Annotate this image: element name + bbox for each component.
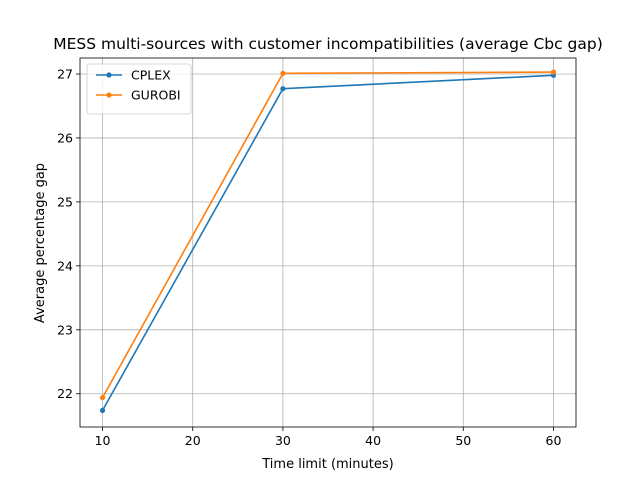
y-axis-ticks: 22 23 24 25 26 27 — [57, 66, 80, 401]
y-axis-title: Average percentage gap — [33, 163, 48, 323]
legend-label-gurobi: GUROBI — [131, 88, 181, 103]
series-line-cplex — [101, 74, 554, 411]
x-tick-label: 20 — [185, 433, 201, 448]
x-tick-label: 10 — [95, 433, 111, 448]
x-tick-label: 30 — [275, 433, 291, 448]
legend-marker-cplex — [106, 72, 112, 78]
x-axis-title: Time limit (minutes) — [261, 457, 393, 472]
y-tick-label: 23 — [57, 322, 73, 337]
legend-marker-gurobi — [106, 92, 112, 98]
legend-box — [86, 63, 192, 115]
plot-frame — [79, 57, 577, 428]
x-axis-ticks: 10 20 30 40 50 60 — [95, 427, 562, 448]
y-tick-label: 27 — [57, 66, 73, 81]
data-point-gurobi — [550, 69, 557, 75]
y-tick-label: 26 — [57, 130, 73, 145]
y-tick-label: 25 — [57, 194, 73, 209]
data-point-gurobi — [99, 394, 106, 401]
series-lines — [99, 69, 557, 413]
data-point-cplex — [280, 86, 286, 92]
data-point-gurobi — [280, 70, 286, 76]
x-tick-label: 50 — [455, 433, 471, 448]
x-tick-label: 60 — [546, 433, 562, 448]
data-point-cplex — [99, 407, 106, 413]
y-tick-label: 22 — [57, 386, 73, 401]
chart-title: MESS multi-sources with customer incompa… — [53, 35, 603, 53]
legend: CPLEX GUROBI — [86, 63, 192, 115]
y-tick-label: 24 — [57, 258, 73, 273]
series-line-gurobi — [101, 71, 554, 398]
legend-label-cplex: CPLEX — [131, 68, 171, 83]
x-tick-label: 40 — [365, 433, 381, 448]
